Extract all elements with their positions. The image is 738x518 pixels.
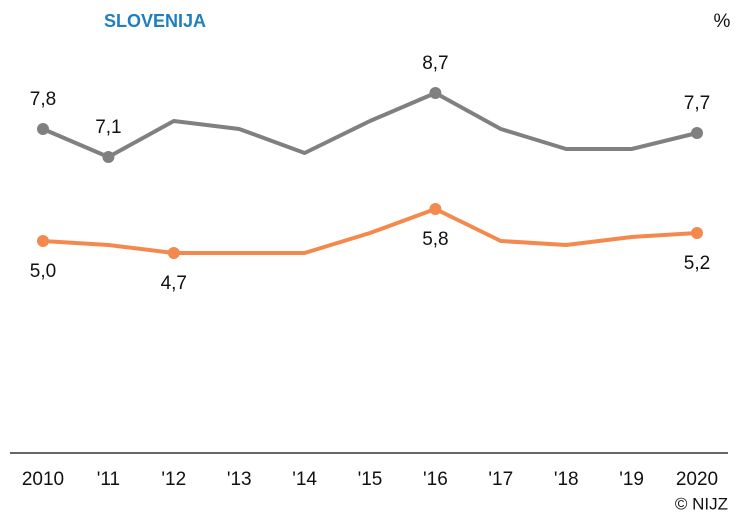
x-tick-label: 2020 [676,469,718,490]
data-point [102,151,115,163]
data-label: 4,7 [161,273,187,294]
x-tick-label: '19 [619,469,644,490]
x-tick-label: '16 [423,469,448,490]
data-point [429,87,442,99]
data-label: 7,7 [684,93,710,114]
x-tick-label: '13 [227,469,252,490]
x-tick-label: '15 [358,469,383,490]
data-label: 7,8 [30,89,56,110]
x-tick-label: '12 [161,469,186,490]
data-label: 5,0 [30,261,56,282]
data-label: 5,8 [422,229,448,250]
x-tick-label: '14 [292,469,317,490]
data-point [37,123,49,135]
x-tick-label: 2010 [22,469,64,490]
data-label: 8,7 [422,53,448,74]
data-point [37,235,49,247]
data-point [167,247,180,259]
credit: © NIJZ [675,494,728,513]
x-tick-label: '18 [554,469,579,490]
x-tick-label: '11 [97,469,120,490]
unit-label: % [714,11,731,32]
data-point [691,127,703,139]
data-label: 5,2 [684,253,710,274]
x-tick-label: '17 [488,469,513,490]
chart-title: SLOVENIJA [104,11,206,31]
data-point [691,227,703,239]
data-label: 7,1 [95,117,121,138]
series-line [42,207,698,255]
series-line [42,91,698,159]
data-point [429,203,442,215]
